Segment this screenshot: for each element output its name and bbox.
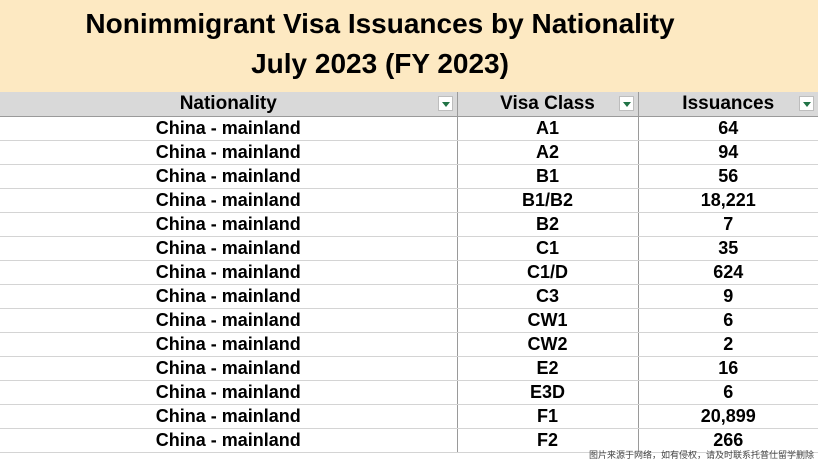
- issuances-cell[interactable]: 56: [638, 164, 818, 189]
- nationality-cell[interactable]: China - mainland: [0, 260, 458, 285]
- visa-class-cell[interactable]: CW1: [457, 308, 639, 333]
- issuances-cell[interactable]: 266: [638, 428, 818, 453]
- nationality-cell[interactable]: China - mainland: [0, 116, 458, 141]
- nationality-cell[interactable]: China - mainland: [0, 308, 458, 333]
- nationality-cell[interactable]: China - mainland: [0, 380, 458, 405]
- header-nationality-label: Nationality: [179, 93, 277, 114]
- title-band: Nonimmigrant Visa Issuances by Nationali…: [0, 0, 818, 92]
- nationality-cell[interactable]: China - mainland: [0, 356, 458, 381]
- filter-dropdown-icon[interactable]: [799, 96, 814, 111]
- visa-class-cell[interactable]: CW2: [457, 332, 639, 357]
- table-body: China - mainland A1 64 China - mainland A2 94…: [0, 116, 818, 453]
- visa-class-cell[interactable]: B2: [457, 212, 639, 237]
- nationality-cell[interactable]: China - mainland: [0, 212, 458, 237]
- filter-dropdown-icon[interactable]: [437, 96, 453, 111]
- issuances-cell[interactable]: 6: [638, 380, 818, 405]
- visa-class-cell[interactable]: A1: [457, 116, 639, 141]
- header-issuances: Issuances: [638, 92, 818, 117]
- issuances-cell[interactable]: 94: [638, 140, 818, 165]
- table-row: China - mainland F2 266: [0, 428, 818, 453]
- header-issuances-label: Issuances: [682, 93, 775, 114]
- table-row: China - mainland A1 64: [0, 116, 818, 141]
- table-row: China - mainland B2 7: [0, 212, 818, 237]
- nationality-cell[interactable]: China - mainland: [0, 140, 458, 165]
- table-row: China - mainland B1 56: [0, 164, 818, 189]
- watermark-text: 图片来源于网络，如有侵权，请及时联系托普仕留学删除: [588, 451, 814, 461]
- issuances-cell[interactable]: 35: [638, 236, 818, 261]
- nationality-cell[interactable]: China - mainland: [0, 332, 458, 357]
- table-row: China - mainland C1/D 624: [0, 260, 818, 285]
- nationality-cell[interactable]: China - mainland: [0, 164, 458, 189]
- visa-class-cell[interactable]: A2: [457, 140, 639, 165]
- visa-class-cell[interactable]: B1/B2: [457, 188, 639, 213]
- visa-class-cell[interactable]: F1: [457, 404, 639, 429]
- nationality-cell[interactable]: China - mainland: [0, 284, 458, 309]
- issuances-cell[interactable]: 9: [638, 284, 818, 309]
- header-visa-class: Visa Class: [457, 92, 639, 117]
- table-row: China - mainland CW2 2: [0, 332, 818, 357]
- issuances-cell[interactable]: 16: [638, 356, 818, 381]
- issuances-cell[interactable]: 7: [638, 212, 818, 237]
- table-row: China - mainland E3D 6: [0, 380, 818, 405]
- nationality-cell[interactable]: China - mainland: [0, 404, 458, 429]
- table-row: China - mainland C1 35: [0, 236, 818, 261]
- visa-class-cell[interactable]: E3D: [457, 380, 639, 405]
- sheet-title: Nonimmigrant Visa Issuances by Nationali…: [85, 8, 675, 39]
- visa-class-cell[interactable]: B1: [457, 164, 639, 189]
- visa-class-cell[interactable]: C1/D: [457, 260, 639, 285]
- nationality-cell[interactable]: China - mainland: [0, 236, 458, 261]
- visa-class-cell[interactable]: F2: [457, 428, 639, 453]
- header-visa-class-label: Visa Class: [500, 93, 595, 114]
- visa-class-cell[interactable]: C1: [457, 236, 639, 261]
- header-row: Nationality Visa Class Issuances: [0, 92, 818, 117]
- sheet-subtitle: July 2023 (FY 2023): [251, 48, 509, 79]
- issuances-cell[interactable]: 624: [638, 260, 818, 285]
- issuances-cell[interactable]: 64: [638, 116, 818, 141]
- visa-class-cell[interactable]: E2: [457, 356, 639, 381]
- table-row: China - mainland B1/B2 18,221: [0, 188, 818, 213]
- table-row: China - mainland E2 16: [0, 356, 818, 381]
- issuances-cell[interactable]: 2: [638, 332, 818, 357]
- issuances-cell[interactable]: 20,899: [638, 404, 818, 429]
- table-row: China - mainland C3 9: [0, 284, 818, 309]
- table-row: China - mainland F1 20,899: [0, 404, 818, 429]
- table-row: China - mainland A2 94: [0, 140, 818, 165]
- table-row: China - mainland CW1 6: [0, 308, 818, 333]
- issuances-cell[interactable]: 6: [638, 308, 818, 333]
- visa-class-cell[interactable]: C3: [457, 284, 639, 309]
- visa-table: Nationality Visa Class Issuances China -…: [0, 92, 818, 453]
- issuances-cell[interactable]: 18,221: [638, 188, 818, 213]
- nationality-cell[interactable]: China - mainland: [0, 428, 458, 453]
- nationality-cell[interactable]: China - mainland: [0, 188, 458, 213]
- filter-dropdown-icon[interactable]: [618, 96, 634, 111]
- header-nationality: Nationality: [0, 92, 458, 117]
